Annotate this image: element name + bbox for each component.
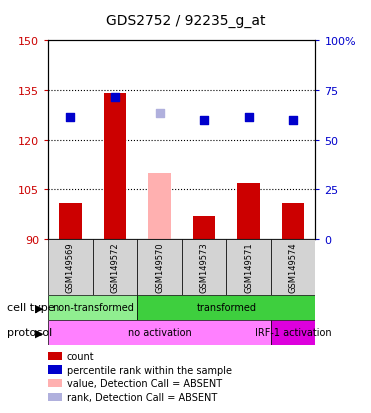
Text: GSM149570: GSM149570 (155, 242, 164, 293)
Bar (148, 173, 171, 240)
FancyBboxPatch shape (271, 240, 315, 295)
FancyBboxPatch shape (182, 240, 226, 295)
Text: count: count (67, 351, 94, 361)
Text: GDS2752 / 92235_g_at: GDS2752 / 92235_g_at (106, 14, 265, 28)
Text: transformed: transformed (196, 303, 256, 313)
Bar (193, 216, 215, 240)
Text: GSM149573: GSM149573 (200, 242, 209, 293)
Bar (104, 94, 126, 240)
Text: no activation: no activation (128, 328, 191, 337)
Bar (237, 183, 260, 240)
FancyBboxPatch shape (271, 320, 315, 345)
Point (201, 117, 207, 124)
Text: cell type: cell type (7, 303, 55, 313)
Point (157, 111, 162, 117)
Text: GSM149571: GSM149571 (244, 242, 253, 293)
Text: ▶: ▶ (35, 328, 43, 337)
FancyBboxPatch shape (226, 240, 271, 295)
FancyBboxPatch shape (48, 240, 93, 295)
FancyBboxPatch shape (93, 240, 137, 295)
Text: ▶: ▶ (35, 303, 43, 313)
Bar (282, 203, 304, 240)
Text: rank, Detection Call = ABSENT: rank, Detection Call = ABSENT (67, 392, 217, 402)
Text: GSM149572: GSM149572 (111, 242, 119, 293)
Bar (59, 203, 82, 240)
FancyBboxPatch shape (137, 295, 315, 320)
Text: GSM149574: GSM149574 (289, 242, 298, 293)
FancyBboxPatch shape (137, 240, 182, 295)
FancyBboxPatch shape (48, 320, 271, 345)
Text: non-transformed: non-transformed (52, 303, 134, 313)
Point (246, 114, 252, 121)
Text: protocol: protocol (7, 328, 53, 337)
Point (112, 94, 118, 101)
Point (290, 117, 296, 124)
Text: GSM149569: GSM149569 (66, 242, 75, 293)
Text: value, Detection Call = ABSENT: value, Detection Call = ABSENT (67, 378, 222, 388)
Point (68, 114, 73, 121)
FancyBboxPatch shape (48, 295, 137, 320)
Text: IRF-1 activation: IRF-1 activation (255, 328, 331, 337)
Text: percentile rank within the sample: percentile rank within the sample (67, 365, 232, 375)
